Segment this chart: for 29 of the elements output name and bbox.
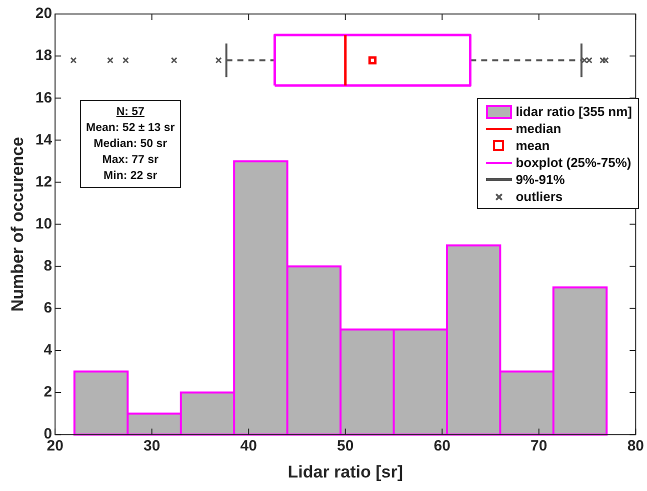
y-tick-label: 20 [35,5,52,22]
y-tick-label: 14 [35,131,53,148]
legend-label: median [516,120,562,137]
y-tick-label: 4 [44,342,53,359]
y-tick-label: 6 [44,300,52,317]
y-tick-label: 16 [35,89,52,106]
x-tick-label: 30 [144,438,160,455]
y-axis-title: Number of occurence [8,136,27,312]
annotation: Max: 77 sr [101,153,160,168]
y-tick-label: 2 [44,384,52,401]
annotation: N: 57 [115,105,146,120]
x-tick-label: 80 [627,438,644,455]
x-axis-title: Lidar ratio [sr] [288,462,403,482]
legend-label: boxplot (25%-75%) [516,154,632,171]
legend-label: 9%-91% [516,171,565,188]
legend-label: mean [516,137,550,154]
y-tick-label: 18 [35,47,52,64]
y-tick-label: 12 [35,173,52,190]
annotation: Min: 22 sr [102,169,158,184]
y-tick-label: 8 [44,258,52,274]
y-tick-label: 10 [35,215,52,232]
legend-label: lidar ratio [355 nm] [516,103,632,120]
annotation: Mean: 52 ± 13 sr [86,121,175,136]
x-tick-label: 60 [434,438,450,455]
x-tick-label: 70 [530,438,548,455]
x-tick-label: 50 [337,438,354,455]
legend-label: outliers [516,188,563,205]
annotation: Median: 50 sr [92,137,168,152]
x-tick-label: 40 [240,438,257,455]
